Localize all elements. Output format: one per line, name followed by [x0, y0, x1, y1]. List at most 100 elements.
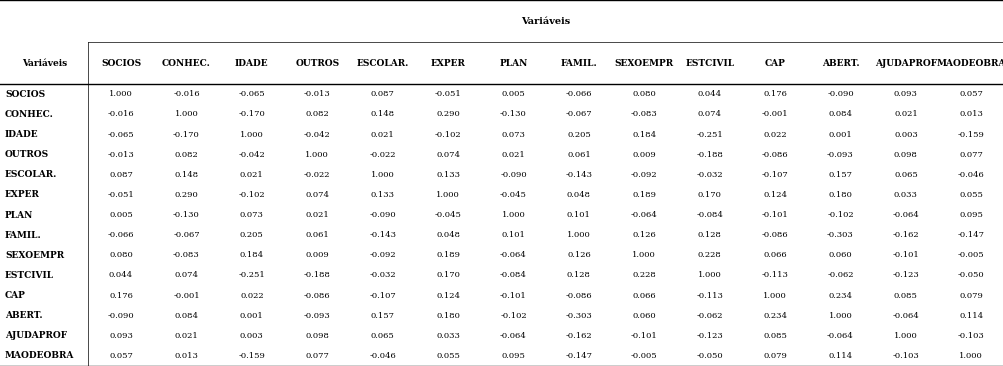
Text: 0.033: 0.033 [893, 191, 917, 199]
Text: FAMIL.: FAMIL. [5, 231, 42, 240]
Text: -0.102: -0.102 [434, 131, 461, 138]
Text: -0.162: -0.162 [892, 231, 919, 239]
Text: -0.067: -0.067 [565, 111, 592, 118]
Text: 0.126: 0.126 [567, 251, 590, 259]
Text: 1.000: 1.000 [697, 272, 721, 279]
Text: 0.079: 0.079 [959, 292, 982, 299]
Text: -0.013: -0.013 [107, 151, 134, 158]
Text: -0.050: -0.050 [957, 272, 984, 279]
Text: -0.086: -0.086 [304, 292, 330, 299]
Text: -0.303: -0.303 [565, 312, 592, 320]
Text: 0.085: 0.085 [762, 332, 786, 340]
Text: -0.086: -0.086 [761, 151, 787, 158]
Text: 0.148: 0.148 [370, 111, 394, 118]
Text: EXPER: EXPER [430, 59, 465, 68]
Text: -0.064: -0.064 [892, 211, 919, 219]
Text: 0.021: 0.021 [370, 131, 394, 138]
Text: AJUDAPROF: AJUDAPROF [5, 331, 67, 340]
Text: ABERT.: ABERT. [5, 311, 42, 320]
Text: 0.126: 0.126 [632, 231, 656, 239]
Text: 0.085: 0.085 [893, 292, 917, 299]
Text: 0.001: 0.001 [827, 131, 852, 138]
Text: -0.170: -0.170 [239, 111, 265, 118]
Text: -0.032: -0.032 [696, 171, 722, 179]
Text: 0.044: 0.044 [109, 272, 133, 279]
Text: -0.101: -0.101 [892, 251, 919, 259]
Text: 0.093: 0.093 [109, 332, 132, 340]
Text: -0.005: -0.005 [630, 352, 657, 360]
Text: -0.051: -0.051 [434, 90, 461, 98]
Text: -0.005: -0.005 [957, 251, 984, 259]
Text: 0.098: 0.098 [305, 332, 329, 340]
Text: 0.077: 0.077 [305, 352, 329, 360]
Text: -0.062: -0.062 [696, 312, 722, 320]
Text: MAODEOBRA: MAODEOBRA [5, 351, 74, 361]
Text: 0.114: 0.114 [827, 352, 852, 360]
Text: -0.064: -0.064 [499, 251, 527, 259]
Text: PLAN: PLAN [498, 59, 528, 68]
Text: SEXOEMPR: SEXOEMPR [5, 251, 64, 260]
Text: -0.251: -0.251 [696, 131, 722, 138]
Text: 0.093: 0.093 [893, 90, 917, 98]
Text: 0.189: 0.189 [632, 191, 656, 199]
Text: SEXOEMPR: SEXOEMPR [614, 59, 673, 68]
Text: 0.176: 0.176 [109, 292, 132, 299]
Text: -0.022: -0.022 [304, 171, 330, 179]
Text: 0.013: 0.013 [175, 352, 199, 360]
Text: 1.000: 1.000 [502, 211, 525, 219]
Text: 1.000: 1.000 [435, 191, 459, 199]
Text: -0.064: -0.064 [630, 211, 657, 219]
Text: OUTROS: OUTROS [5, 150, 49, 159]
Text: -0.066: -0.066 [565, 90, 592, 98]
Text: -0.090: -0.090 [107, 312, 134, 320]
Text: 1.000: 1.000 [893, 332, 917, 340]
Text: ESTCIVIL: ESTCIVIL [5, 271, 54, 280]
Text: 0.074: 0.074 [175, 272, 199, 279]
Text: MAODEOBRA: MAODEOBRA [936, 59, 1003, 68]
Text: 1.000: 1.000 [305, 151, 329, 158]
Text: 0.001: 0.001 [240, 312, 264, 320]
Text: 0.061: 0.061 [305, 231, 329, 239]
Text: -0.092: -0.092 [630, 171, 657, 179]
Text: -0.090: -0.090 [826, 90, 853, 98]
Text: 0.021: 0.021 [502, 151, 525, 158]
Text: 0.022: 0.022 [762, 131, 786, 138]
Text: 0.170: 0.170 [435, 272, 459, 279]
Text: 0.184: 0.184 [632, 131, 656, 138]
Text: -0.170: -0.170 [173, 131, 200, 138]
Text: 0.033: 0.033 [435, 332, 459, 340]
Text: 0.048: 0.048 [567, 191, 591, 199]
Text: -0.147: -0.147 [565, 352, 592, 360]
Text: 0.005: 0.005 [502, 90, 525, 98]
Text: -0.042: -0.042 [304, 131, 330, 138]
Text: 0.055: 0.055 [959, 191, 982, 199]
Text: -0.086: -0.086 [761, 231, 787, 239]
Text: 1.000: 1.000 [109, 90, 132, 98]
Text: ESTCIVIL: ESTCIVIL [684, 59, 733, 68]
Text: FAMIL.: FAMIL. [560, 59, 597, 68]
Text: 0.176: 0.176 [762, 90, 786, 98]
Text: 0.180: 0.180 [827, 191, 852, 199]
Text: 0.157: 0.157 [370, 312, 394, 320]
Text: 0.128: 0.128 [697, 231, 721, 239]
Text: 0.066: 0.066 [762, 251, 786, 259]
Text: 1.000: 1.000 [370, 171, 394, 179]
Text: 0.101: 0.101 [567, 211, 590, 219]
Text: 0.005: 0.005 [109, 211, 132, 219]
Text: -0.064: -0.064 [499, 332, 527, 340]
Text: -0.101: -0.101 [761, 211, 787, 219]
Text: 0.133: 0.133 [435, 171, 459, 179]
Text: 0.080: 0.080 [109, 251, 132, 259]
Text: 1.000: 1.000 [175, 111, 199, 118]
Text: 0.080: 0.080 [632, 90, 656, 98]
Text: 1.000: 1.000 [632, 251, 656, 259]
Text: -0.143: -0.143 [565, 171, 592, 179]
Text: 0.082: 0.082 [175, 151, 199, 158]
Text: -0.103: -0.103 [892, 352, 919, 360]
Text: 0.021: 0.021 [240, 171, 264, 179]
Text: -0.045: -0.045 [499, 191, 527, 199]
Text: IDADE: IDADE [235, 59, 269, 68]
Text: -0.123: -0.123 [696, 332, 722, 340]
Text: OUTROS: OUTROS [295, 59, 339, 68]
Text: -0.064: -0.064 [892, 312, 919, 320]
